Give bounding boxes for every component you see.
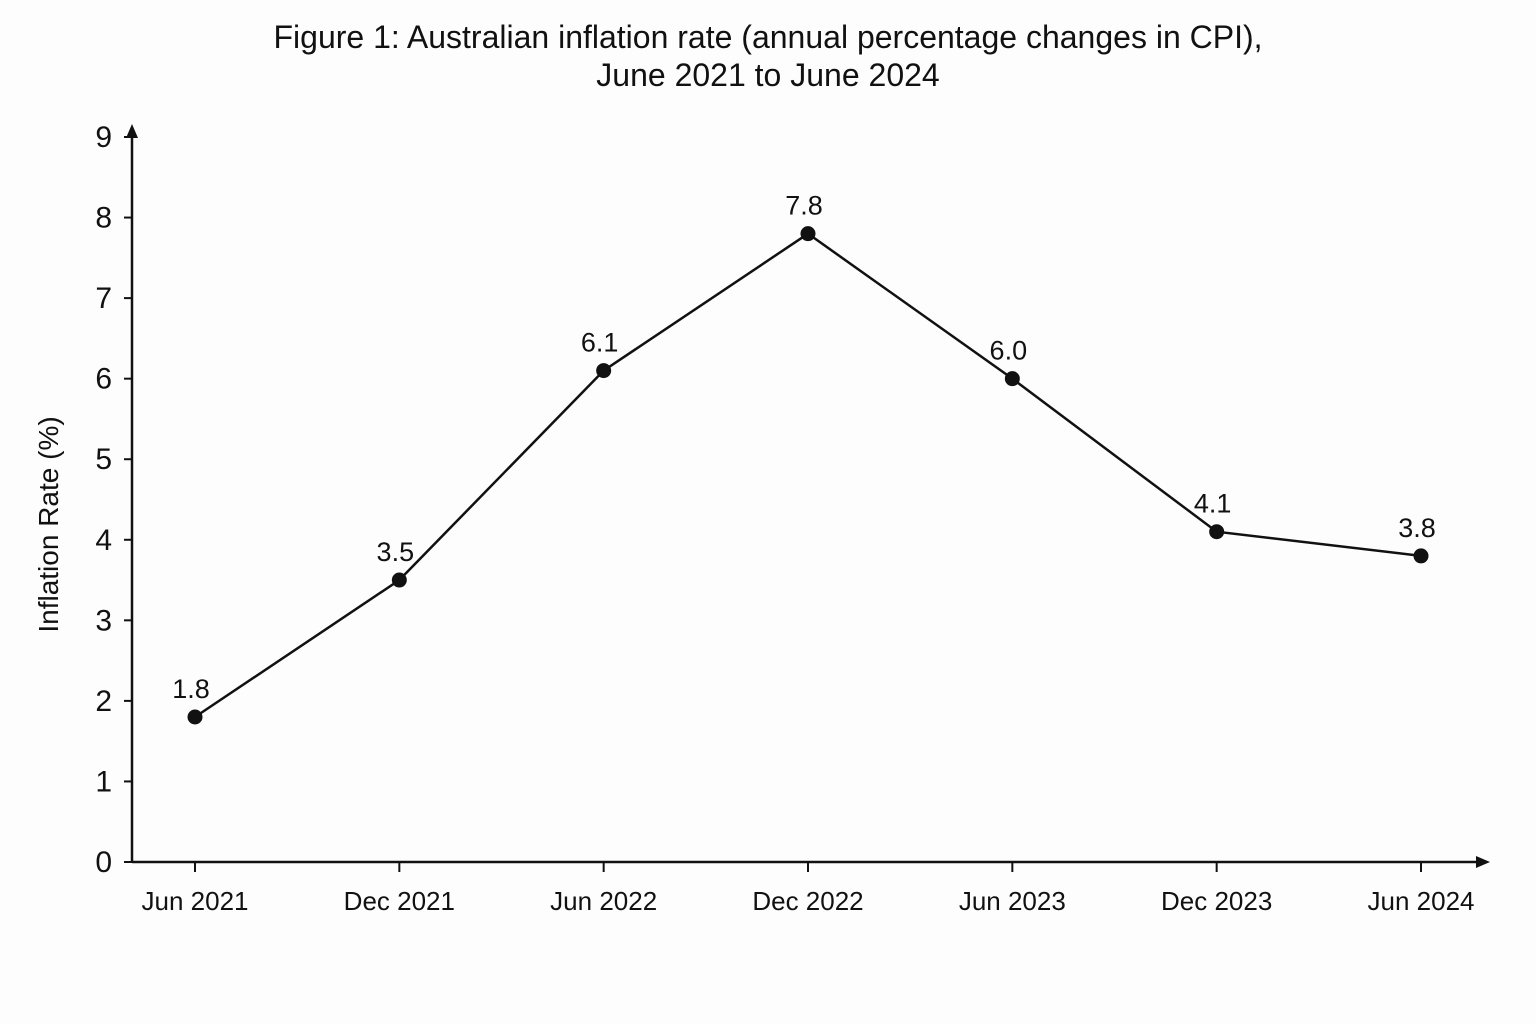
y-tick-label: 4 bbox=[95, 524, 112, 557]
series-line bbox=[194, 232, 1422, 719]
x-axis-arrow-icon bbox=[1476, 856, 1490, 868]
data-point bbox=[1413, 548, 1429, 564]
x-tick-label: Dec 2023 bbox=[1161, 886, 1272, 916]
labels-layer: 1.8 3.5 6.1 7.8 6.0 4.1 3.8 bbox=[172, 191, 1436, 704]
data-label: 1.8 bbox=[172, 674, 210, 704]
x-tick-label: Jun 2021 bbox=[142, 886, 249, 916]
y-axis-arrow-icon bbox=[126, 124, 138, 138]
y-axis-title: Inflation Rate (%) bbox=[33, 416, 64, 632]
y-tick-label: 9 bbox=[95, 121, 112, 154]
y-tick-label: 8 bbox=[95, 202, 112, 235]
data-label: 3.5 bbox=[377, 537, 415, 567]
y-tick-label: 3 bbox=[95, 604, 112, 637]
y-tick-label: 1 bbox=[95, 765, 112, 798]
data-label: 6.1 bbox=[581, 328, 619, 358]
x-tick-label: Dec 2021 bbox=[344, 886, 455, 916]
data-point bbox=[187, 709, 203, 725]
data-label: 7.8 bbox=[785, 191, 823, 221]
x-tick-label: Dec 2022 bbox=[752, 886, 863, 916]
data-point bbox=[1004, 371, 1020, 387]
data-label: 6.0 bbox=[990, 336, 1028, 366]
data-label: 3.8 bbox=[1398, 513, 1436, 543]
data-label: 4.1 bbox=[1194, 489, 1232, 519]
y-tick-label: 0 bbox=[95, 846, 112, 879]
chart-title: Figure 1: Australian inflation rate (ann… bbox=[0, 18, 1536, 94]
x-tick-label: Jun 2024 bbox=[1368, 886, 1475, 916]
chart-title-line-1: Figure 1: Australian inflation rate (ann… bbox=[273, 19, 1263, 55]
y-tick-label: 7 bbox=[95, 282, 112, 315]
y-tick-label: 5 bbox=[95, 443, 112, 476]
data-point bbox=[596, 363, 612, 379]
data-point bbox=[800, 226, 816, 242]
x-tick-label: Jun 2022 bbox=[550, 886, 657, 916]
x-tick-label: Jun 2023 bbox=[959, 886, 1066, 916]
chart-title-line-2: June 2021 to June 2024 bbox=[596, 57, 940, 93]
y-tick-label: 2 bbox=[95, 685, 112, 718]
axes: 0 1 2 3 4 5 6 7 8 9 Jun 2021 Dec 2021 Jun 2022 Dec 20… bbox=[33, 121, 1490, 916]
data-point bbox=[391, 572, 407, 588]
series-layer bbox=[187, 226, 1429, 725]
data-point bbox=[1209, 524, 1225, 540]
y-tick-label: 6 bbox=[95, 363, 112, 396]
